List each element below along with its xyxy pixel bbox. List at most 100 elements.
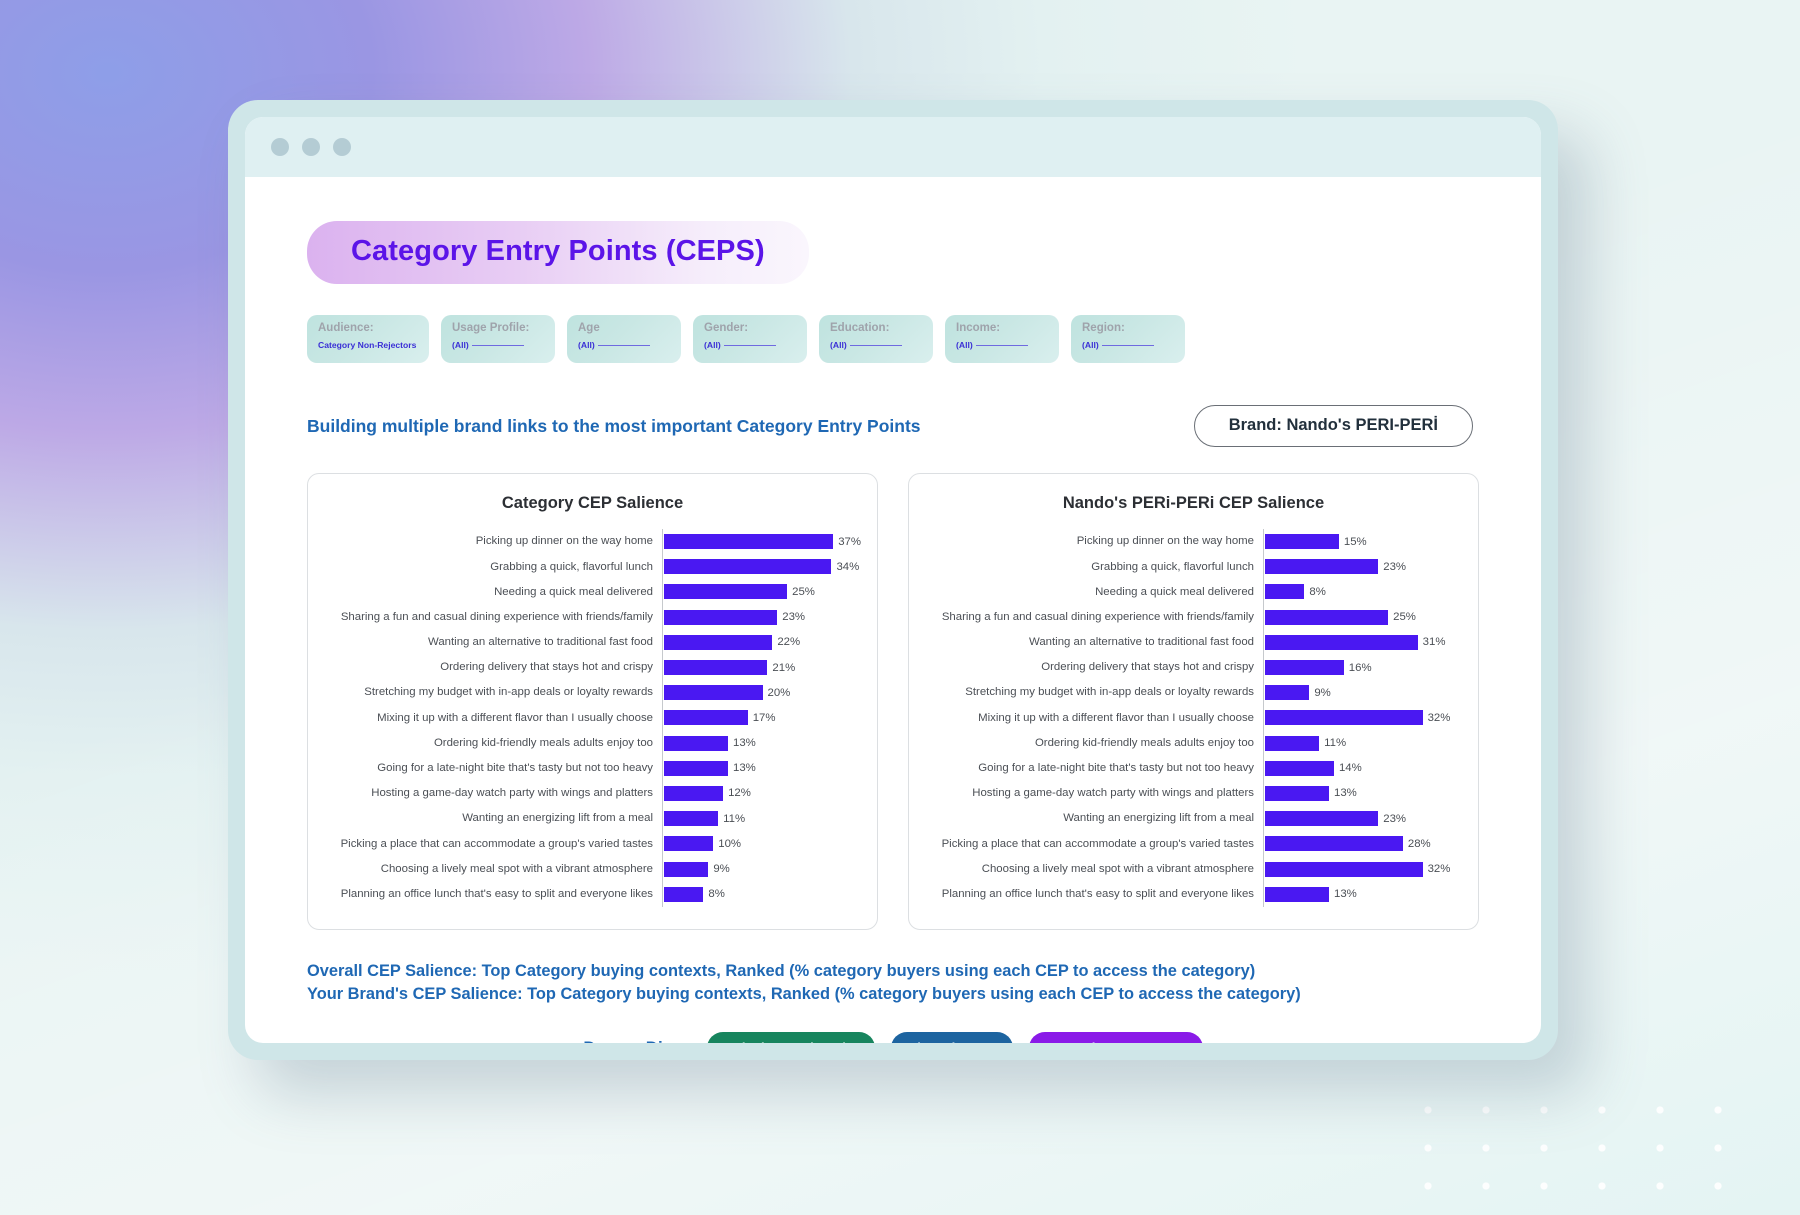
chart-row: Picking up dinner on the way home 15%	[925, 529, 1462, 555]
chart-row: Hosting a game-day watch party with wing…	[324, 780, 861, 807]
filter-chip-audience[interactable]: Audience: Category Non-Rejectors	[307, 315, 429, 363]
chart-bar-value: 8%	[1309, 585, 1326, 598]
deeper-dive-button-unlock-growth-paths[interactable]: Unlock Growth Paths	[707, 1032, 875, 1043]
browser-titlebar	[245, 117, 1541, 177]
chart-bar	[1265, 534, 1339, 550]
chart-rows: Picking up dinner on the way home 37% Grab…	[324, 529, 861, 907]
chart-bar-value: 13%	[733, 737, 756, 750]
chart-bar-value: 13%	[1334, 888, 1357, 901]
filter-value: (All)	[578, 340, 671, 350]
chart-bar-value: 32%	[1427, 711, 1451, 724]
filter-underline	[849, 344, 902, 346]
chart-category-label: Ordering delivery that stays hot and cri…	[440, 661, 653, 674]
filter-label: Audience:	[318, 322, 374, 334]
chart-bar-track: 13%	[662, 755, 861, 781]
chart-bar-value: 23%	[1383, 560, 1407, 573]
chart-bar	[664, 886, 704, 902]
chart-bar-track: 20%	[662, 680, 861, 706]
chart-category-label: Sharing a fun and casual dining experien…	[941, 610, 1254, 623]
chart-bar	[1265, 811, 1379, 827]
chart-title: Nando's PERi-PERi CEP Salience	[1062, 494, 1325, 512]
chart-category-label: Wanting an alternative to traditional fa…	[428, 636, 653, 649]
filter-underline	[597, 344, 650, 346]
filter-label: Age	[578, 322, 600, 334]
chart-bar-value: 32%	[1427, 863, 1451, 876]
chart-row: Sharing a fun and casual dining experien…	[925, 604, 1462, 630]
page-title: Category Entry Points (CEPS)	[307, 221, 809, 284]
filter-chip-education[interactable]: Education: (All)	[819, 315, 933, 363]
chart-row: Mixing it up with a different flavor tha…	[925, 705, 1462, 731]
filter-chip-age[interactable]: Age (All)	[567, 315, 681, 363]
footnote-1: Overall CEP Salience: Top Category buyin…	[307, 961, 1256, 980]
chart-category-label: Ordering kid-friendly meals adults enjoy…	[1034, 736, 1254, 749]
filter-chip-gender[interactable]: Gender: (All)	[693, 315, 807, 363]
filter-chip-income[interactable]: Income: (All)	[945, 315, 1059, 363]
filter-value: (All)	[830, 340, 923, 350]
chart-bar-track: 37%	[662, 529, 861, 555]
chart-bar-value: 31%	[1422, 636, 1446, 649]
chart-bar	[664, 785, 724, 801]
window-maximize-dot[interactable]	[333, 138, 351, 156]
chart-bar	[1265, 886, 1330, 902]
browser-window: Category Entry Points (CEPS) Audience: Ca…	[228, 100, 1558, 1060]
chart-bar-value: 28%	[1407, 837, 1431, 850]
chart-bar	[664, 534, 834, 550]
chart-category-label: Ordering delivery that stays hot and cri…	[1041, 661, 1254, 674]
chart-bar-track: 34%	[662, 554, 861, 580]
chart-category-label: Going for a late-night bite that's tasty…	[978, 762, 1254, 774]
chart-category-label: Hosting a game-day watch party with wing…	[972, 787, 1254, 800]
chart-bar-track: 13%	[662, 730, 861, 756]
chart-category-label: Going for a late-night bite that's tasty…	[377, 762, 653, 774]
chart-bar	[1265, 660, 1344, 676]
chart-bar-track: 28%	[1263, 831, 1462, 857]
window-close-dot[interactable]	[271, 138, 289, 156]
filter-bar: Audience: Category Non-Rejectors Usage Pro…	[307, 315, 1479, 363]
chart-bar	[664, 710, 748, 726]
chart-bar	[1265, 634, 1418, 650]
deeper-dive-label: Deeper Dive:	[583, 1038, 687, 1043]
chart-row: Picking a place that can accommodate a g…	[324, 831, 861, 857]
chart-bar-value: 12%	[728, 787, 751, 800]
chart-row: Picking a place that can accommodate a g…	[925, 831, 1462, 857]
window-minimize-dot[interactable]	[302, 138, 320, 156]
chart-bar-value: 16%	[1348, 661, 1372, 674]
chart-bar	[664, 609, 778, 625]
chart-row: Going for a late-night bite that's tasty…	[925, 755, 1462, 781]
chart-title: Category CEP Salience	[501, 494, 684, 512]
chart-bar-track: 22%	[662, 629, 861, 655]
filter-value: (All)	[956, 340, 1049, 350]
brand-selector[interactable]: Brand: Nando's PERI-PERİ	[1193, 405, 1473, 447]
decorative-dot-grid	[1395, 1085, 1755, 1195]
chart-bar	[1265, 609, 1389, 625]
filter-value: (All)	[1082, 340, 1175, 350]
filter-chip-usageprofile[interactable]: Usage Profile: (All)	[441, 315, 555, 363]
filter-chip-region[interactable]: Region: (All)	[1071, 315, 1185, 363]
chart-bar	[664, 634, 773, 650]
chart-rows: Picking up dinner on the way home 15% Grab…	[925, 529, 1462, 907]
deeper-dive-button-spot-trigger-moments[interactable]: Spot Trigger Moments	[1029, 1032, 1203, 1043]
filter-underline	[471, 344, 524, 346]
chart-bar-value: 13%	[1334, 787, 1357, 800]
chart-bar-track: 17%	[662, 705, 861, 731]
chart-bar-value: 25%	[1393, 611, 1416, 624]
chart-category-label: Mixing it up with a different flavor tha…	[377, 711, 653, 724]
chart-bar-track: 25%	[1263, 604, 1462, 630]
chart-bar-track: 8%	[662, 881, 861, 907]
footnote-2: Your Brand's CEP Salience: Top Category …	[307, 985, 1301, 1004]
chart-category-label: Picking a place that can accommodate a g…	[340, 837, 653, 850]
chart-bar	[1265, 584, 1305, 600]
chart-bar-value: 34%	[836, 560, 860, 573]
chart-row: Going for a late-night bite that's tasty…	[324, 755, 861, 781]
chart-row: Needing a quick meal delivered 8%	[925, 579, 1462, 605]
chart-row: Sharing a fun and casual dining experien…	[324, 604, 861, 630]
deeper-dive-button-close-the-gap[interactable]: Close the Gap	[890, 1032, 1014, 1043]
dashboard-page: Category Entry Points (CEPS) Audience: Ca…	[245, 177, 1541, 1043]
bar-chart: Picking up dinner on the way home 15% Grab…	[925, 529, 1462, 907]
chart-bar-track: 9%	[662, 856, 861, 882]
chart-category-label: Wanting an energizing lift from a meal	[462, 812, 653, 825]
chart-bar-value: 17%	[752, 711, 776, 724]
filter-value-text: Category Non-Rejectors	[318, 339, 417, 350]
chart-bar-track: 8%	[1263, 579, 1462, 605]
chart-bar	[664, 559, 832, 575]
chart-category-label: Mixing it up with a different flavor tha…	[978, 711, 1254, 724]
